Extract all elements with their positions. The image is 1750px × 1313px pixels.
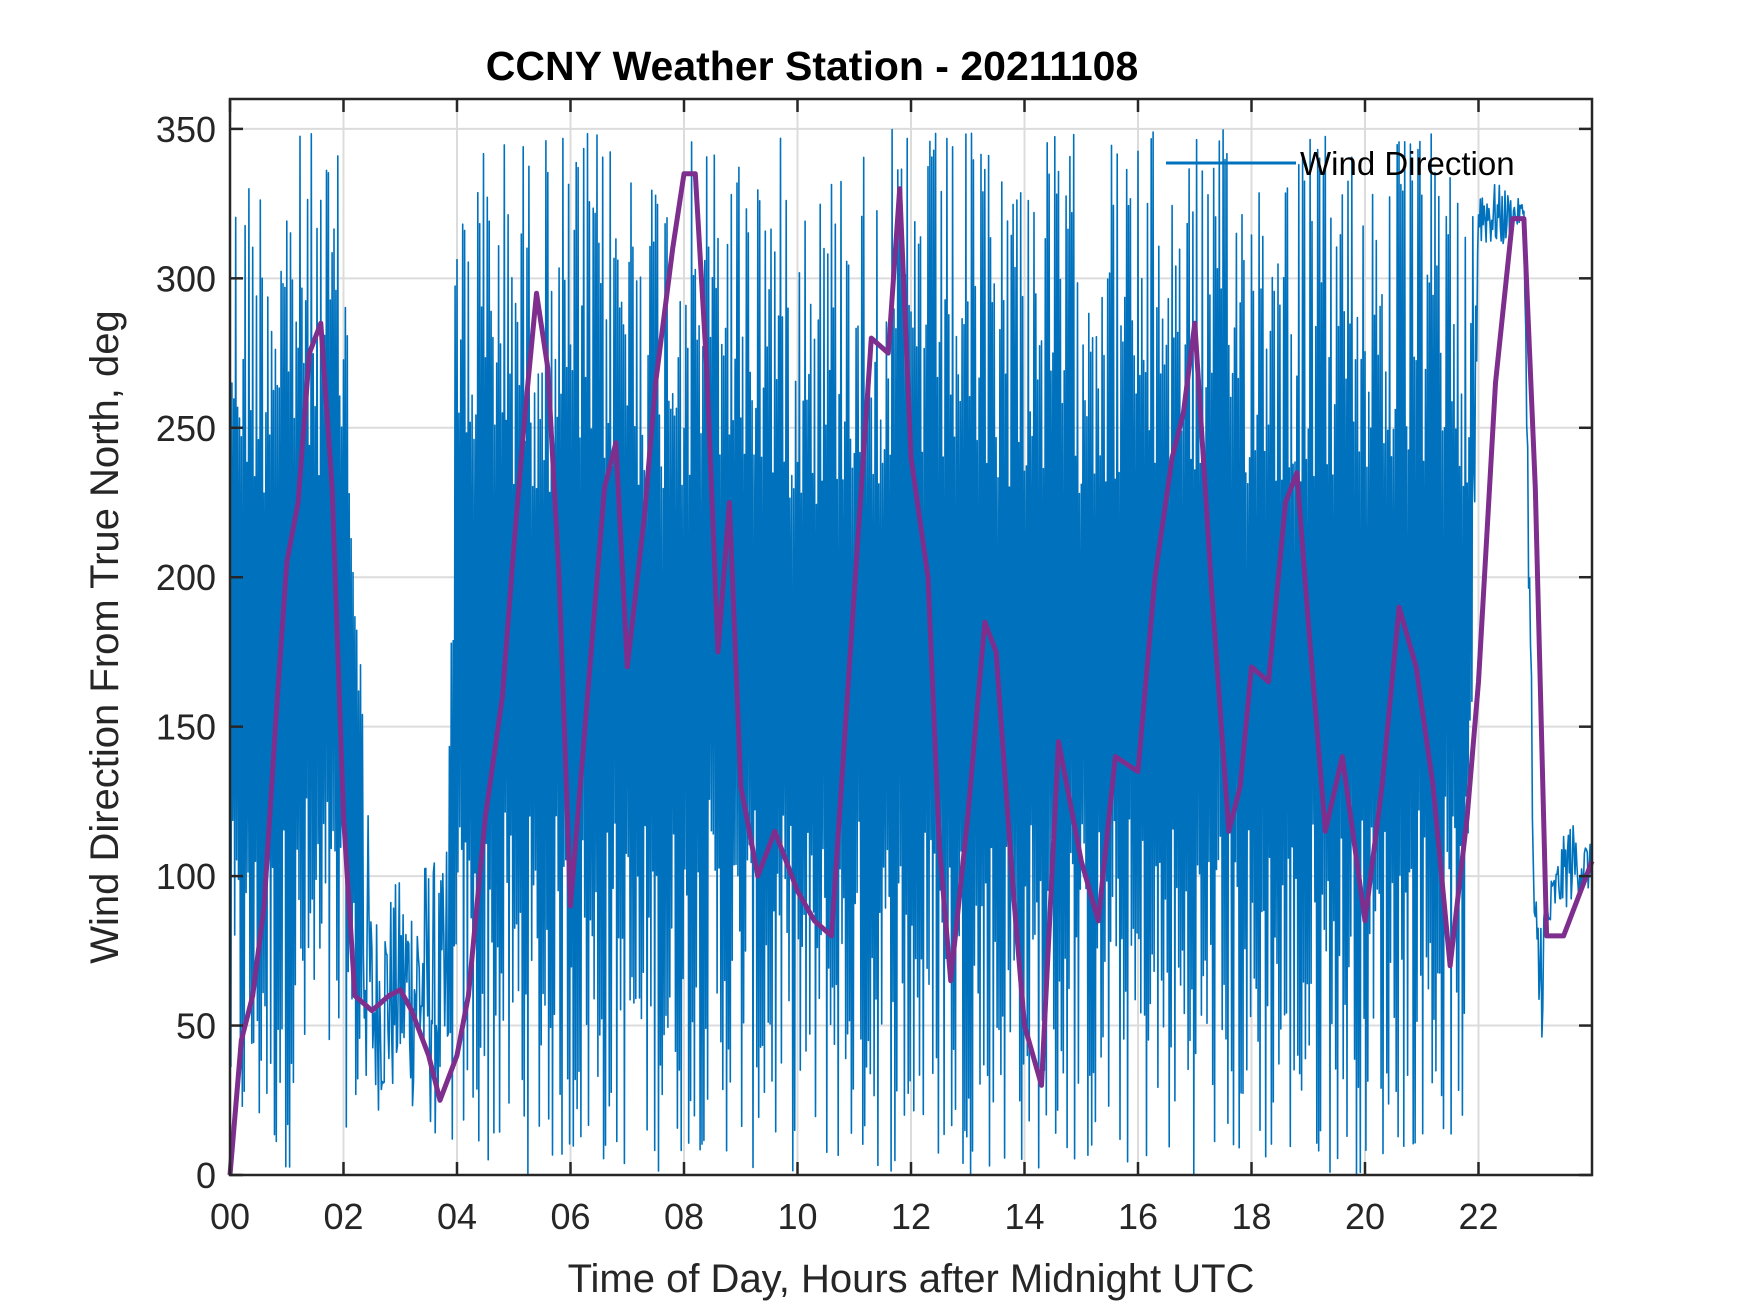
x-tick-label: 20 — [1345, 1196, 1385, 1237]
x-tick-label: 00 — [210, 1196, 250, 1237]
smoothed-wind-direction-series — [227, 171, 1595, 1176]
x-tick-label: 12 — [891, 1196, 931, 1237]
y-tick-label: 50 — [176, 1006, 216, 1047]
y-tick-label: 150 — [156, 707, 216, 748]
x-tick-label: 02 — [323, 1196, 363, 1237]
legend: Wind Direction — [1166, 145, 1515, 182]
x-tick-label: 04 — [437, 1196, 477, 1237]
y-tick-label: 200 — [156, 557, 216, 598]
x-tick-label: 16 — [1118, 1196, 1158, 1237]
x-tick-label: 14 — [1004, 1196, 1044, 1237]
y-tick-label: 250 — [156, 408, 216, 449]
x-tick-label: 22 — [1458, 1196, 1498, 1237]
y-axis-ticks: 0 50 100 150 200 250 300 350 — [156, 109, 1592, 1196]
y-tick-label: 350 — [156, 109, 216, 150]
x-tick-label: 08 — [664, 1196, 704, 1237]
x-axis-ticks: 00 02 04 06 08 10 12 14 16 18 20 22 — [210, 99, 1499, 1237]
chart-title: CCNY Weather Station - 20211108 — [486, 43, 1139, 89]
y-axis-label: Wind Direction From True North, deg — [83, 310, 127, 964]
x-tick-label: 10 — [777, 1196, 817, 1237]
legend-label-wind-direction: Wind Direction — [1300, 145, 1515, 182]
y-tick-label: 100 — [156, 856, 216, 897]
y-tick-label: 0 — [196, 1155, 216, 1196]
x-tick-label: 06 — [550, 1196, 590, 1237]
x-axis-label: Time of Day, Hours after Midnight UTC — [568, 1257, 1255, 1301]
x-tick-label: 18 — [1231, 1196, 1271, 1237]
smoothed-wind-direction-line — [227, 171, 1595, 1176]
y-tick-label: 300 — [156, 258, 216, 299]
